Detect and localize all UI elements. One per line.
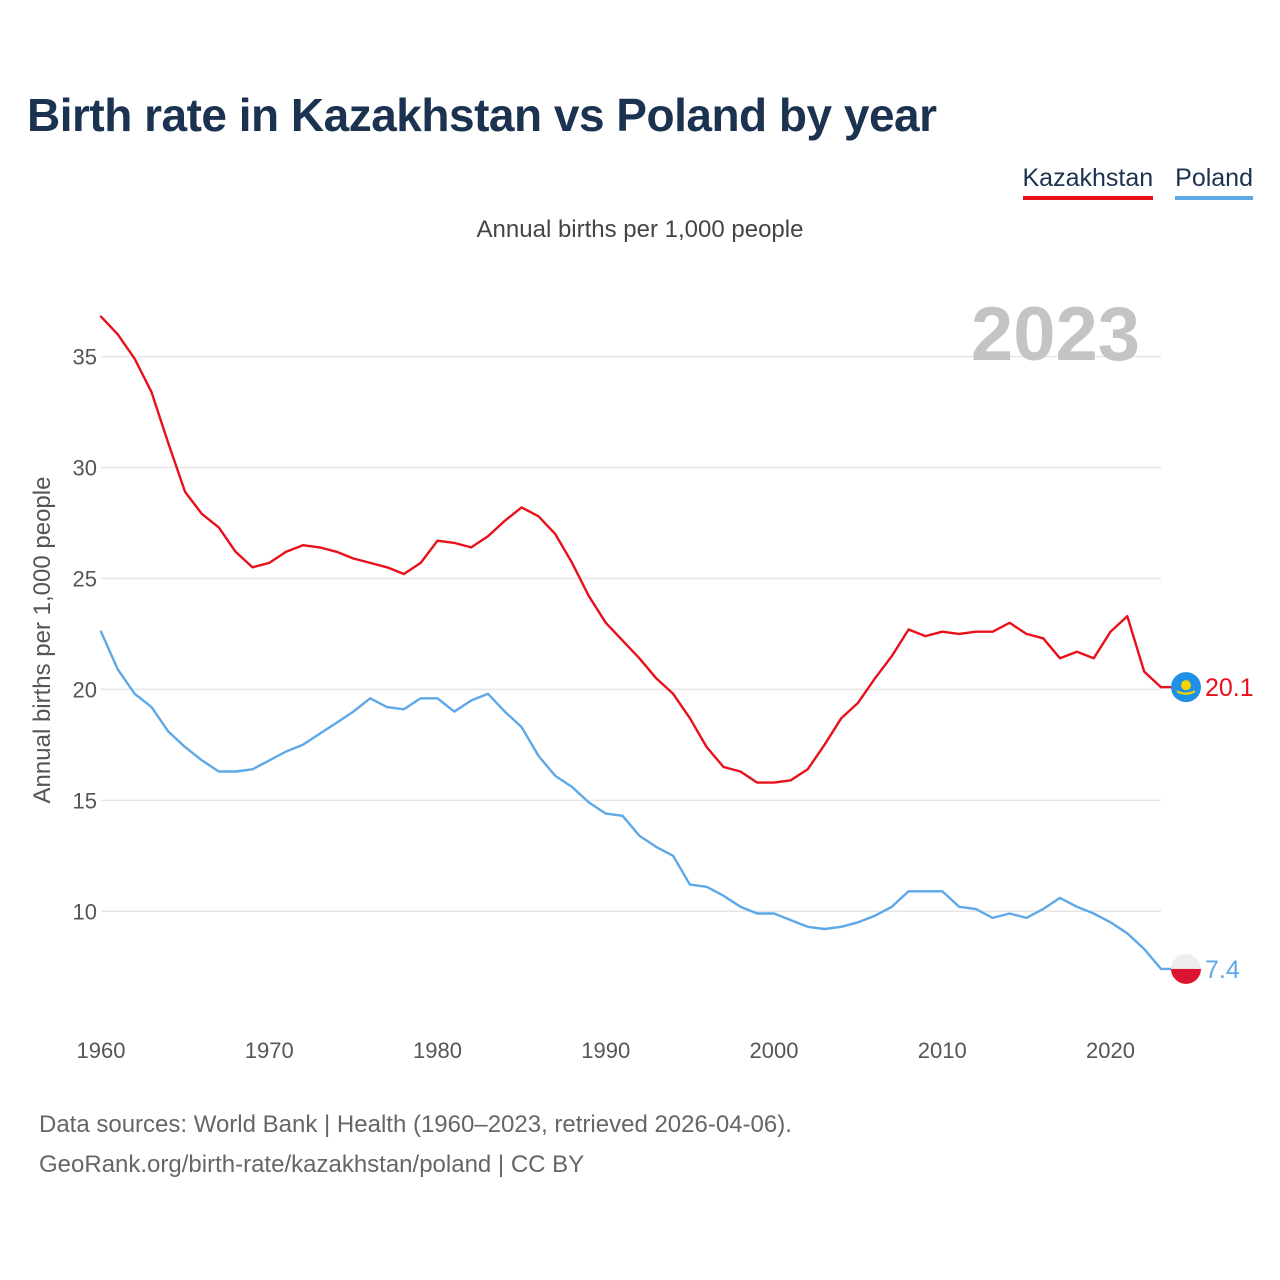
source-note: Data sources: World Bank | Health (1960–… — [39, 1105, 792, 1185]
x-tick-label: 1990 — [581, 1038, 630, 1063]
poland-flag-icon — [1171, 953, 1201, 984]
year-watermark: 2023 — [971, 292, 1140, 377]
x-tick-label: 1980 — [413, 1038, 462, 1063]
series-line-kazakhstan — [99, 315, 1163, 784]
gridlines — [101, 355, 1161, 912]
line-chart: 2023 Annual births per 1,000 people 10 15… — [29, 292, 1254, 1063]
x-tick-label: 2000 — [750, 1038, 799, 1063]
x-tick-label: 1970 — [245, 1038, 294, 1063]
end-value-label-poland: 7.4 — [1205, 956, 1240, 984]
y-tick-label: 15 — [73, 788, 97, 813]
x-tick-label: 2010 — [918, 1038, 967, 1063]
chart-subtitle: Annual births per 1,000 people — [476, 216, 804, 243]
series-lines — [99, 315, 1163, 971]
source-line-2[interactable]: GeoRank.org/birth-rate/kazakhstan/poland… — [39, 1151, 585, 1178]
series-line-poland — [99, 630, 1163, 971]
x-tick-label: 2020 — [1086, 1038, 1135, 1063]
y-tick-label: 20 — [73, 677, 97, 702]
x-axis-ticks: 1960 1970 1980 1990 2000 2010 2020 — [77, 1038, 1135, 1063]
y-tick-label: 10 — [73, 899, 97, 924]
y-axis-label: Annual births per 1,000 people — [29, 477, 56, 804]
y-tick-label: 30 — [73, 456, 97, 481]
page-title: Birth rate in Kazakhstan vs Poland by ye… — [27, 89, 937, 141]
y-axis-ticks: 10 15 20 25 30 35 — [73, 345, 97, 925]
legend: Kazakhstan Poland — [1022, 164, 1253, 200]
series-end-markers: 20.1 7.4 — [1161, 672, 1254, 984]
kazakhstan-flag-icon — [1171, 672, 1201, 703]
y-tick-label: 35 — [73, 345, 97, 370]
y-tick-label: 25 — [73, 566, 97, 591]
source-line-1: Data sources: World Bank | Health (1960–… — [39, 1111, 792, 1138]
legend-item-kazakhstan[interactable]: Kazakhstan — [1022, 164, 1154, 200]
legend-item-poland[interactable]: Poland — [1175, 164, 1253, 200]
end-value-label-kazakhstan: 20.1 — [1205, 674, 1254, 702]
x-tick-label: 1960 — [77, 1038, 126, 1063]
